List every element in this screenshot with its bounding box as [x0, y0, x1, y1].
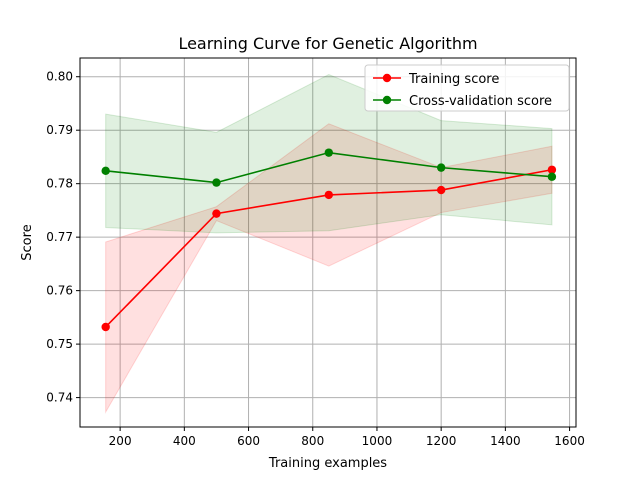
y-tick-label: 0.77 — [46, 230, 73, 244]
cross-validation-score-point — [212, 178, 221, 187]
y-tick-label: 0.74 — [46, 391, 73, 405]
y-tick-label: 0.79 — [46, 123, 73, 137]
x-tick-label: 1600 — [554, 434, 585, 448]
training-score-point — [212, 209, 221, 218]
cross-validation-score-point — [547, 172, 557, 181]
cross-validation-score-point — [324, 148, 334, 157]
training-score-point — [547, 165, 557, 174]
y-axis-label: Score — [20, 224, 35, 260]
x-tick-label: 1000 — [362, 434, 393, 448]
y-tick-label: 0.80 — [46, 70, 73, 84]
legend-marker-cross-validation-score — [382, 95, 392, 105]
x-axis-label: Training examples — [268, 456, 387, 471]
x-tick-label: 600 — [237, 434, 260, 448]
plot-frame — [79, 57, 577, 428]
training-score-point — [324, 190, 334, 200]
grid-lines — [80, 58, 576, 427]
x-tick-label: 1400 — [490, 434, 521, 448]
chart-title: Learning Curve for Genetic Algorithm — [178, 34, 477, 53]
y-tick-label: 0.76 — [46, 284, 73, 298]
x-tick-label: 400 — [173, 434, 196, 448]
training-score-point — [436, 185, 446, 195]
legend-label-training-score: Training score — [408, 72, 499, 87]
y-tick-label: 0.75 — [46, 337, 73, 351]
legend-label-cross-validation-score: Cross-validation score — [409, 94, 552, 109]
legend-marker-training-score — [382, 73, 392, 83]
x-tick-label: 800 — [301, 434, 324, 448]
x-tick-label: 200 — [109, 434, 132, 448]
cross-validation-score-point — [101, 166, 110, 176]
legend-box — [364, 64, 570, 112]
x-tick-label: 1200 — [426, 434, 457, 448]
y-tick-label: 0.78 — [46, 177, 73, 191]
x-axis: 200 400 600 800 1000 1200 1400 1600 — [109, 427, 585, 448]
cross-validation-score-point — [436, 163, 446, 172]
legend: Training score Cross-validation score — [364, 64, 570, 112]
y-axis: 0.74 0.75 0.76 0.77 0.78 0.79 0.80 — [46, 70, 80, 405]
confidence-bands — [105, 74, 553, 414]
training-score-point — [101, 322, 110, 332]
training-score-band — [105, 123, 553, 414]
series-lines — [101, 148, 557, 332]
